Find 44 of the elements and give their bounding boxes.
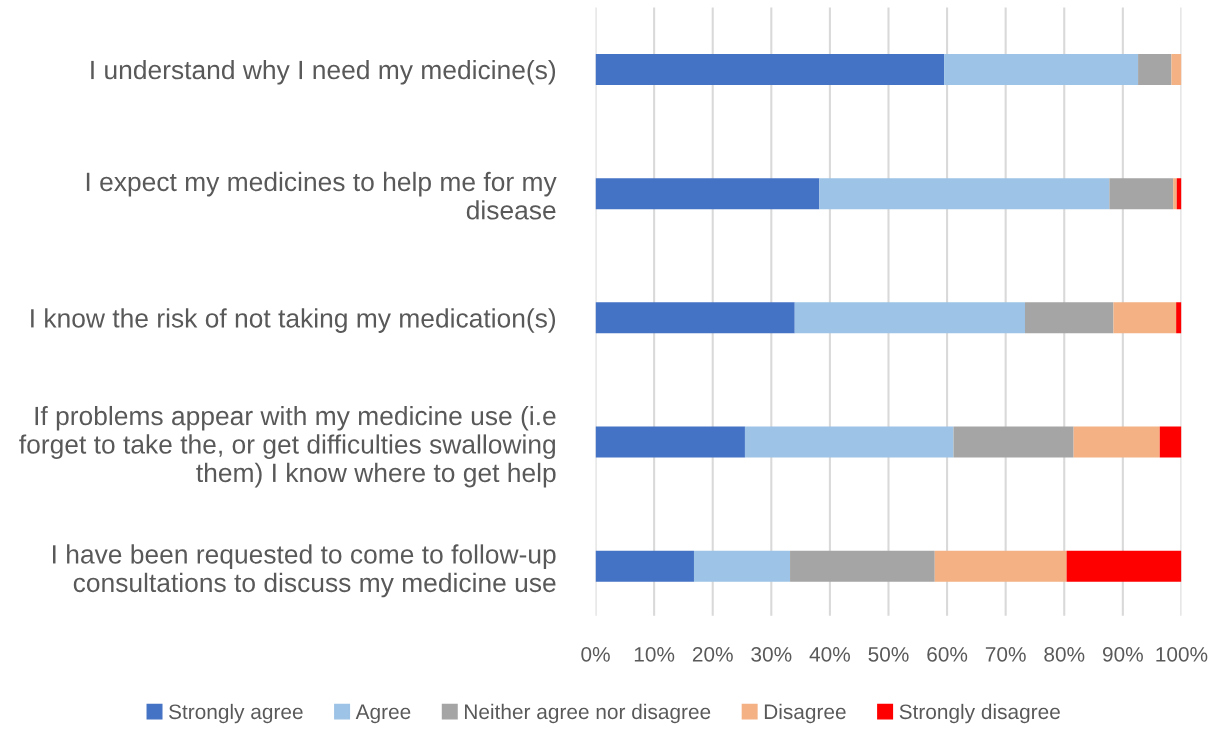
bar bbox=[595, 53, 945, 86]
bar bbox=[744, 426, 954, 458]
x-tick-label: 0% bbox=[581, 646, 610, 662]
bar bbox=[1171, 53, 1182, 86]
x-tick-label: 40% bbox=[809, 646, 850, 662]
x-tick-label: 90% bbox=[1102, 646, 1143, 662]
bar bbox=[595, 550, 694, 582]
x-tick-label: 100% bbox=[1156, 646, 1208, 662]
bar bbox=[1159, 426, 1182, 458]
bar bbox=[693, 550, 791, 582]
bar bbox=[1073, 426, 1160, 458]
bar bbox=[595, 426, 745, 458]
bar bbox=[1138, 53, 1172, 86]
bar bbox=[1024, 302, 1114, 334]
bar bbox=[944, 53, 1139, 86]
y-tick-label: I know the risk of not taking my medication(s) bbox=[31, 308, 556, 333]
bar bbox=[1173, 178, 1177, 210]
bar bbox=[1113, 302, 1177, 334]
bar bbox=[953, 426, 1074, 458]
bar bbox=[595, 302, 795, 334]
bar bbox=[794, 302, 1025, 334]
y-tick-label: If problems appear with my medicine use (i.e forget to take the, or get difficulties swallowing them) I know where to get help bbox=[19, 405, 556, 488]
legend-label: Strongly agree bbox=[169, 703, 303, 724]
x-tick-label: 60% bbox=[927, 646, 968, 662]
bar bbox=[1066, 550, 1182, 582]
bar bbox=[790, 550, 935, 582]
bar bbox=[934, 550, 1067, 582]
y-tick-label: I expect my medicines to help me for my disease bbox=[86, 171, 557, 220]
legend-label: Disagree bbox=[764, 703, 846, 724]
legend-label: Agree bbox=[355, 704, 411, 724]
legend-label: Neither agree nor disagree bbox=[465, 703, 711, 724]
x-tick-label: 20% bbox=[692, 646, 733, 662]
y-tick-label: I understand why I need my medicine(s) bbox=[91, 59, 556, 85]
bar bbox=[1176, 302, 1182, 334]
x-tick-label: 70% bbox=[985, 646, 1026, 662]
x-tick-label: 30% bbox=[751, 646, 792, 662]
bar bbox=[1109, 178, 1174, 210]
bar bbox=[595, 178, 820, 210]
legend-label: Strongly disagree bbox=[899, 703, 1060, 724]
x-tick-label: 10% bbox=[634, 646, 675, 662]
bar bbox=[819, 178, 1110, 210]
x-tick-label: 50% bbox=[868, 646, 909, 662]
x-tick-label: 80% bbox=[1044, 646, 1085, 662]
y-tick-label: I have been requested to come to follow-up consultations to discuss my medicine use bbox=[53, 544, 556, 598]
